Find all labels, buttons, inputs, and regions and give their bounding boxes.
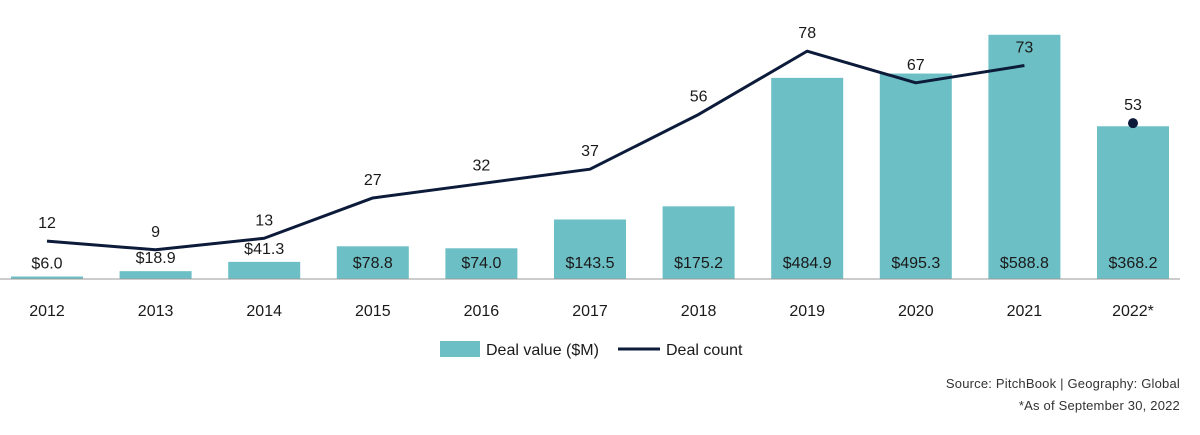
- bar-2021: [988, 34, 1061, 279]
- line-label-2013: 9: [151, 224, 160, 241]
- line-label-2019: 78: [798, 25, 816, 42]
- bar-label-2012: $6.0: [31, 256, 62, 273]
- x-tick-2012: 2012: [29, 303, 65, 320]
- bar-label-2022: $368.2: [1109, 255, 1158, 272]
- deal-count-point-2022: [1128, 118, 1138, 129]
- bar-2020: [879, 73, 952, 279]
- bar-2022: [1097, 126, 1169, 280]
- bar-2014: [228, 261, 301, 279]
- x-tick-2020: 2020: [898, 303, 934, 320]
- legend-label-deal-count: Deal count: [666, 342, 743, 359]
- x-tick-2022: 2022*: [1112, 303, 1154, 320]
- line-label-2021: 73: [1016, 40, 1034, 57]
- bar-2016: [445, 248, 518, 279]
- bar-2012: [11, 276, 83, 279]
- legend-swatch-deal-value: [440, 341, 480, 357]
- x-tick-2017: 2017: [572, 303, 608, 320]
- bar-label-2017: $143.5: [566, 255, 615, 272]
- line-label-2018: 56: [690, 88, 708, 105]
- bar-2018: [662, 206, 735, 279]
- bar-2015: [336, 246, 409, 279]
- x-tick-2013: 2013: [138, 303, 174, 320]
- source-note: Source: PitchBook | Geography: Global: [945, 376, 1180, 391]
- bar-label-2013: $18.9: [136, 250, 176, 267]
- bar-label-2016: $74.0: [461, 255, 501, 272]
- x-tick-2016: 2016: [464, 303, 500, 320]
- x-tick-labels: 2012 2013 2014 2015 2016 2017 2018 2019 2020 2021…: [29, 303, 1154, 320]
- x-tick-2019: 2019: [789, 303, 825, 320]
- bar-value-labels: $6.0 $18.9 $41.3 $78.8 $74.0 $143.5 $175.2 $484…: [31, 241, 1157, 273]
- x-tick-2021: 2021: [1007, 303, 1043, 320]
- deal-count-line: [46, 49, 1025, 252]
- line-label-2017: 37: [581, 143, 599, 160]
- bar-label-2014: $41.3: [244, 241, 284, 258]
- bar-2019: [771, 77, 844, 279]
- bar-series: [11, 34, 1169, 280]
- footnote: *As of September 30, 2022: [1018, 398, 1180, 413]
- line-series: [46, 49, 1138, 252]
- x-tick-2014: 2014: [246, 303, 282, 320]
- bar-2013: [119, 271, 192, 279]
- legend-label-deal-value: Deal value ($M): [486, 342, 599, 359]
- x-tick-2015: 2015: [355, 303, 391, 320]
- bar-label-2021: $588.8: [1000, 255, 1049, 272]
- bar-label-2019: $484.9: [783, 255, 832, 272]
- bar-label-2020: $495.3: [891, 255, 940, 272]
- bar-2017: [554, 219, 626, 279]
- line-label-2020: 67: [907, 57, 925, 74]
- line-label-2014: 13: [255, 212, 273, 229]
- bar-label-2015: $78.8: [353, 255, 393, 272]
- legend: Deal value ($M) Deal count: [440, 341, 743, 359]
- x-tick-2018: 2018: [681, 303, 717, 320]
- bar-label-2018: $175.2: [674, 255, 723, 272]
- line-label-2012: 12: [38, 215, 56, 232]
- line-label-2016: 32: [473, 158, 491, 175]
- line-label-2015: 27: [364, 172, 382, 189]
- line-value-labels: 12 9 13 27 32 37 56 78 67 73 53: [38, 25, 1142, 241]
- line-label-2022: 53: [1124, 97, 1142, 114]
